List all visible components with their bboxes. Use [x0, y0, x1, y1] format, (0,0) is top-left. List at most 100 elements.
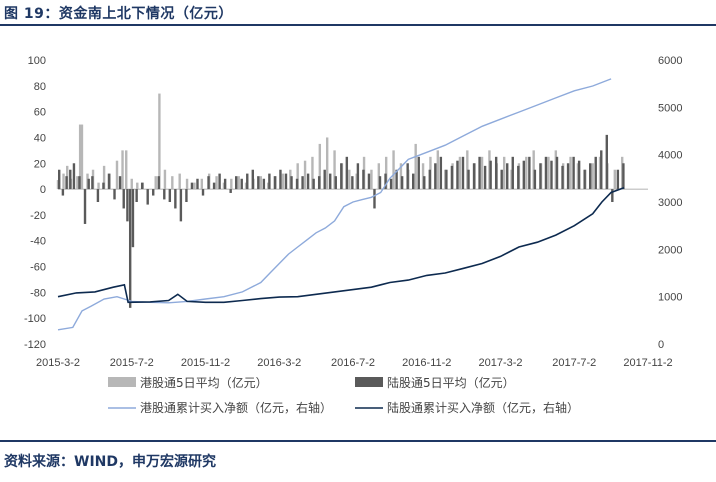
- hk-bar: [102, 165, 106, 190]
- hk-bar: [458, 156, 462, 190]
- sz-bar: [439, 156, 443, 190]
- sz-bar: [218, 173, 221, 190]
- hk-bar: [318, 143, 322, 190]
- sz-bar: [522, 160, 526, 190]
- sz-bar: [616, 169, 620, 190]
- hk-bar: [200, 178, 204, 190]
- sz-bar: [179, 189, 183, 222]
- hk-bar: [76, 176, 79, 190]
- top-rule: [0, 24, 716, 26]
- sz-bar: [126, 189, 129, 222]
- legend-label: 陆股通5日平均（亿元）: [387, 375, 515, 390]
- sz-bar: [450, 165, 454, 190]
- hk-bar: [311, 156, 314, 190]
- x-tick-label: 2016-11-2: [402, 357, 451, 369]
- hk-bar: [370, 169, 373, 190]
- sz-bar: [400, 176, 404, 190]
- sz-bar: [83, 189, 87, 224]
- hk-bar: [325, 137, 329, 190]
- sz-bar: [301, 176, 304, 190]
- sz-bar: [268, 173, 271, 190]
- sz-bar: [257, 176, 260, 190]
- sz-bar: [395, 169, 398, 190]
- sz-bar: [284, 173, 288, 190]
- sz-bar: [229, 189, 232, 193]
- sz-bar: [494, 156, 498, 190]
- sz-bar: [212, 182, 216, 190]
- hk-bar: [185, 178, 189, 190]
- sz-bar: [190, 182, 194, 190]
- hk-bar: [569, 156, 572, 190]
- sz-bar: [279, 169, 282, 190]
- sz-bar: [583, 169, 586, 190]
- sz-bar: [500, 169, 503, 190]
- hk-bar: [613, 169, 617, 190]
- left-tick-label: -120: [24, 339, 46, 351]
- sz-bar: [511, 156, 514, 190]
- sz-bar: [157, 176, 160, 190]
- sz-bar: [373, 189, 376, 209]
- left-tick-label: -40: [30, 236, 46, 248]
- hk-bar: [525, 156, 528, 190]
- sz-bar: [566, 163, 570, 190]
- hk-bar: [215, 176, 218, 190]
- hk-bar: [78, 124, 82, 190]
- sz-bar: [174, 189, 177, 209]
- sz-bar: [412, 173, 415, 190]
- hk-bar: [547, 156, 550, 190]
- right-tick-label: 5000: [658, 102, 682, 114]
- sz-bar: [306, 173, 310, 190]
- sz-bar: [472, 163, 476, 190]
- sz-bar: [152, 189, 155, 196]
- sz-bar: [163, 189, 166, 200]
- sz-bar: [107, 173, 111, 190]
- sz-bar: [362, 169, 365, 190]
- left-tick-label: 100: [28, 55, 46, 67]
- sz-bar: [240, 178, 243, 190]
- x-tick-label: 2016-3-2: [257, 357, 301, 369]
- hk-bar: [377, 163, 381, 190]
- sz-bar: [456, 160, 459, 190]
- sz-bar: [61, 189, 65, 196]
- hk-bar: [230, 178, 233, 190]
- hk-bar: [384, 156, 388, 190]
- hk-bar: [392, 150, 395, 190]
- legend-swatch: [355, 377, 383, 387]
- hk-bar: [62, 173, 65, 190]
- sz-bar: [128, 189, 132, 308]
- right-tick-label: 0: [658, 339, 664, 351]
- left-tick-label: 0: [40, 184, 46, 196]
- hk-bar: [193, 182, 196, 190]
- legend-swatch: [108, 377, 136, 387]
- sz-bar: [340, 163, 343, 190]
- hk-bar: [178, 173, 181, 190]
- sz-bar: [87, 178, 90, 190]
- hk-bar: [237, 176, 240, 190]
- sz-bar: [69, 169, 72, 190]
- sz-bar: [577, 160, 581, 190]
- sz-bar: [517, 165, 520, 190]
- sz-bar: [572, 156, 575, 190]
- sz-bar: [185, 189, 188, 202]
- sz-bar: [461, 156, 465, 190]
- sz-bar: [58, 169, 61, 190]
- sz-bar: [351, 176, 354, 190]
- left-tick-label: -100: [24, 313, 46, 325]
- sz-bar: [622, 163, 625, 190]
- sz-bar: [290, 176, 293, 190]
- legend-label: 陆股通累计买入净额（亿元，右轴）: [387, 400, 579, 415]
- sz-bar: [96, 189, 100, 202]
- x-tick-label: 2015-7-2: [110, 357, 154, 369]
- hk-bar: [154, 176, 157, 190]
- legend-label: 港股通5日平均（亿元）: [140, 375, 268, 390]
- sz-bar: [367, 173, 371, 190]
- sz-bar: [555, 156, 559, 190]
- sz-bar: [223, 178, 227, 190]
- right-tick-label: 4000: [658, 150, 682, 162]
- left-tick-label: 20: [34, 158, 46, 170]
- sz-bar: [323, 169, 326, 190]
- hk-bar: [399, 163, 403, 190]
- sz-bar: [334, 176, 337, 190]
- right-tick-label: 6000: [658, 55, 682, 67]
- hk-bar: [125, 150, 128, 190]
